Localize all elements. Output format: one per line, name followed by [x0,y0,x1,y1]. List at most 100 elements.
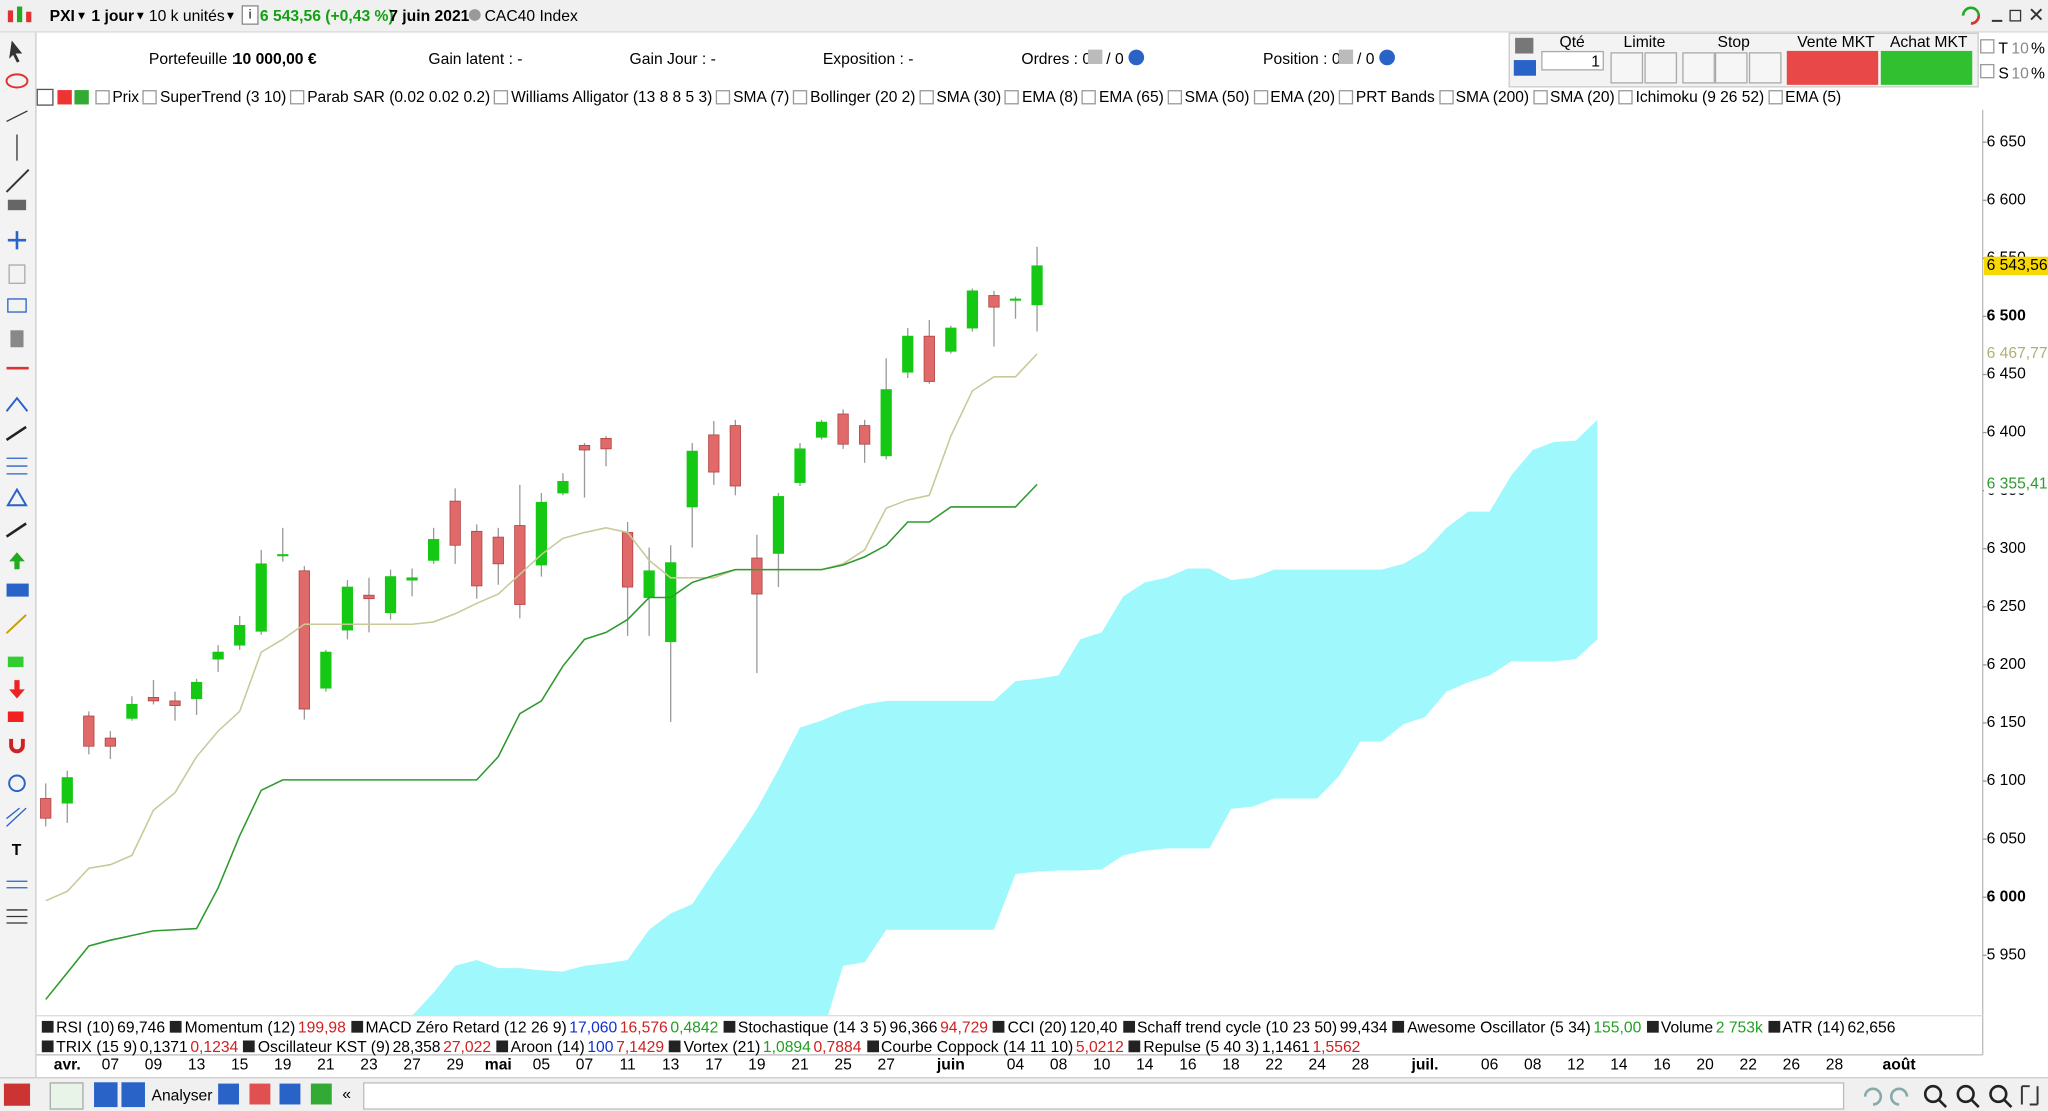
indicator-checkbox[interactable] [919,89,934,104]
indicator-swatch[interactable] [669,1040,682,1053]
indicator-checkbox[interactable] [1532,89,1548,104]
indicator-checkbox[interactable] [1167,89,1183,104]
s-value[interactable]: 10 [2011,63,2029,83]
indicator-name[interactable]: Schaff trend cycle (10 23 50) [1136,1017,1338,1036]
tool-button[interactable] [249,1083,271,1105]
s-checkbox[interactable] [1980,63,1995,79]
chart-type-button[interactable] [49,1082,84,1110]
indicator-checkbox[interactable] [494,89,509,104]
indicator-name[interactable]: Oscillateur KST (9) [257,1037,390,1056]
orders-icon[interactable] [1087,49,1103,64]
indicator-name[interactable]: TRIX (15 9) [56,1037,138,1056]
indicator-toggle[interactable]: SuperTrend (3 10) [159,87,287,106]
sell-market-button[interactable] [1786,50,1879,85]
tool-button[interactable] [310,1083,332,1105]
indicator-swatch[interactable] [866,1040,879,1053]
limit-sell-button[interactable] [1610,52,1644,84]
buy-market-button[interactable] [1880,50,1973,85]
indicator-name[interactable]: ATR (14) [1782,1017,1845,1036]
indicator-swatch[interactable] [351,1020,363,1033]
buy-icon[interactable] [74,89,89,104]
info-button[interactable]: i [241,5,259,25]
indicator-swatch[interactable] [41,1040,54,1053]
indicator-checkbox[interactable] [793,89,808,104]
units-selector[interactable]: 10 k unités [148,6,225,25]
indicator-toggle[interactable]: Williams Alligator (13 8 8 5 3) [511,87,713,106]
layout-button[interactable] [121,1082,145,1108]
indicator-name[interactable]: Repulse (5 40 3) [1143,1037,1260,1056]
indicator-name[interactable]: Awesome Oscillator (5 34) [1407,1017,1591,1036]
indicator-swatch[interactable] [1129,1040,1141,1053]
zoom-controls[interactable] [1855,1081,2046,1110]
tool-button[interactable] [218,1083,240,1105]
indicator-checkbox[interactable] [95,89,110,104]
collapse-button[interactable]: « [342,1084,351,1104]
t-value[interactable]: 10 [2011,39,2029,58]
indicator-toggle[interactable]: SMA (50) [1184,87,1250,106]
indicator-name[interactable]: Momentum (12) [184,1017,296,1036]
indicator-checkbox[interactable] [290,89,305,104]
indicator-toggle[interactable]: Bollinger (20 2) [810,87,916,106]
indicator-toggle[interactable]: SMA (7) [733,87,790,106]
toolbox-button[interactable] [3,1083,31,1106]
indicator-toggle[interactable]: Ichimoku (9 26 52) [1635,87,1765,106]
indicator-swatch[interactable] [170,1020,183,1033]
dropdown-arrow[interactable]: ▼ [75,9,88,23]
indicator-checkbox[interactable] [1768,89,1783,104]
indicator-checkbox[interactable] [1438,89,1454,104]
indicator-checkbox[interactable] [1082,89,1097,104]
indicator-toggle[interactable]: PRT Bands [1355,87,1435,106]
indicator-swatch[interactable] [1646,1020,1659,1033]
indicator-checkbox[interactable] [1338,89,1354,104]
indicator-toggle[interactable]: EMA (5) [1785,87,1842,106]
indicator-checkbox[interactable] [1253,89,1268,104]
window-icon[interactable] [36,88,54,106]
dropdown-arrow[interactable]: ▼ [134,9,147,23]
window-controls[interactable] [1959,4,2045,27]
indicator-toggle[interactable]: Parab SAR (0.02 0.02 0.2) [307,87,491,106]
stop-buy-button[interactable] [1714,52,1748,84]
indicator-toggle[interactable]: Prix [112,87,140,106]
stop-sell-button[interactable] [1682,52,1715,84]
drawing-tools[interactable]: T [0,33,35,1077]
analyser-button[interactable]: Analyser [151,1086,213,1105]
settings-tool[interactable] [1515,37,1534,54]
indicator-name[interactable]: CCI (20) [1007,1017,1067,1036]
instrument-selector[interactable]: PXI [49,6,75,25]
indicator-name[interactable]: Courbe Coppock (14 11 10) [880,1037,1074,1056]
indicator-checkbox[interactable] [1618,89,1633,104]
keyboard-tool[interactable] [1513,60,1536,76]
indicator-name[interactable]: Aroon (14) [510,1037,585,1056]
indicator-checkbox[interactable] [142,89,158,104]
limit-buy-button[interactable] [1644,52,1678,84]
indicator-toggle[interactable]: EMA (65) [1099,87,1164,106]
indicator-swatch[interactable] [496,1040,509,1053]
indicator-checkbox[interactable] [716,89,731,104]
indicator-swatch[interactable] [1768,1020,1780,1033]
indicator-swatch[interactable] [1122,1020,1135,1033]
indicator-name[interactable]: Vortex (21) [683,1037,761,1056]
indicator-name[interactable]: MACD Zéro Retard (12 26 9) [365,1017,567,1036]
qty-input[interactable]: 1 [1541,50,1604,71]
indicator-swatch[interactable] [723,1020,736,1033]
indicator-toggle[interactable]: EMA (20) [1270,87,1336,106]
indicator-checkbox[interactable] [1005,89,1020,104]
stop-trail-button[interactable] [1748,52,1782,84]
position-icon[interactable] [1338,49,1354,64]
indicator-swatch[interactable] [993,1020,1005,1033]
indicator-toggle[interactable]: SMA (200) [1455,87,1530,106]
dropdown-arrow[interactable]: ▼ [224,9,237,23]
indicator-name[interactable]: RSI (10) [56,1017,115,1036]
indicator-toggle[interactable]: SMA (20) [1549,87,1615,106]
position-settings[interactable] [1379,49,1395,66]
orders-settings[interactable] [1128,49,1145,66]
share-button[interactable] [94,1082,118,1108]
tool-button[interactable] [279,1083,301,1105]
indicator-toggle[interactable]: SMA (30) [936,87,1002,106]
indicator-name[interactable]: Volume [1660,1017,1714,1036]
indicator-name[interactable]: Stochastique (14 3 5) [737,1017,887,1036]
indicator-swatch[interactable] [41,1020,54,1033]
indicator-swatch[interactable] [1392,1020,1405,1033]
indicator-swatch[interactable] [243,1040,256,1053]
indicator-toggle[interactable]: EMA (8) [1022,87,1079,106]
